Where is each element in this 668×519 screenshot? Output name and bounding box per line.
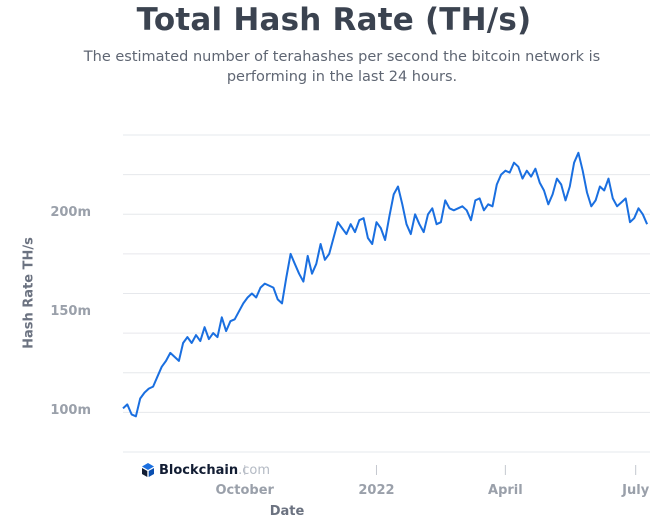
y-tick-label: 150m	[50, 304, 91, 320]
x-tick-label: 2022	[358, 483, 395, 498]
series-line	[122, 151, 649, 418]
brand-name: Blockchain	[159, 462, 239, 478]
x-axis-label: Date	[269, 504, 305, 519]
blockchain-logo-icon	[142, 463, 154, 477]
chart-subtitle: The estimated number of terahashes per s…	[83, 49, 601, 85]
brand-suffix: .com	[238, 462, 270, 478]
chart-title: Total Hash Rate (TH/s)	[136, 2, 532, 38]
x-tick-label: October	[215, 483, 274, 498]
y-tick-label: 100m	[50, 403, 91, 419]
y-tick-label: 200m	[50, 205, 91, 221]
x-tick-label: April	[488, 483, 523, 498]
x-tick-label: July	[622, 483, 650, 498]
brand-logo: Blockchain .com	[140, 462, 270, 478]
